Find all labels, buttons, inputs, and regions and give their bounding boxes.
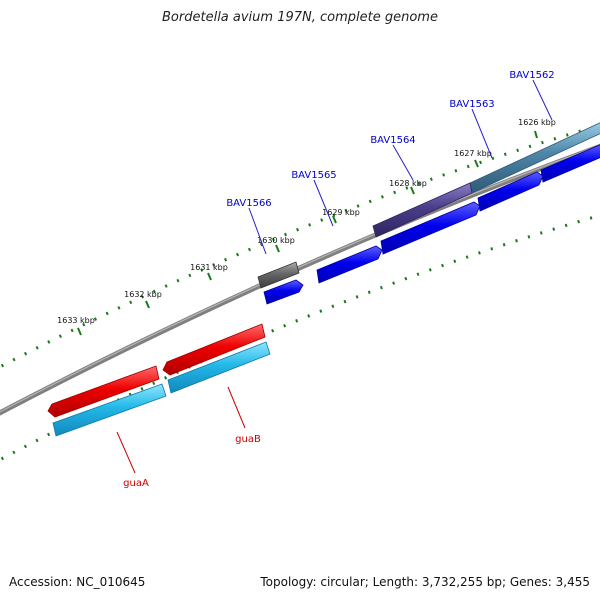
cds-bav1563[interactable] [477,171,544,212]
scale-label-1631: 1631 kbp [190,263,228,272]
red-leader-lines [116,386,246,474]
major-tick [207,272,212,281]
cds-bav1566[interactable] [263,279,304,305]
feature-bav1566-gray[interactable] [257,261,300,289]
accession-text: Accession: NC_010645 [9,575,146,589]
scale-label-1630: 1630 kbp [257,236,295,245]
scale-label-1626: 1626 kbp [518,118,556,127]
scale-ticks [77,130,538,336]
cds-guaA-cyan[interactable] [52,383,167,437]
genome-backbone [0,143,600,416]
major-tick [474,159,479,168]
gene-guaA-red[interactable] [47,365,160,418]
major-tick [332,215,337,224]
inner-tick-track [0,213,600,462]
outer-tick-track [0,123,600,369]
gene-label-guaB[interactable]: guaB [235,434,261,445]
blue-leader-lines [248,79,553,255]
gene-label-bav1564[interactable]: BAV1564 [370,135,415,146]
major-tick [410,186,415,195]
major-tick [145,300,150,309]
gene-label-bav1562[interactable]: BAV1562 [509,70,554,81]
cds-guaB-cyan[interactable] [167,341,271,394]
major-tick [77,327,82,336]
major-tick [275,244,280,253]
gene-label-bav1565[interactable]: BAV1565 [291,170,336,181]
scale-label-1627: 1627 kbp [454,149,492,158]
major-tick [534,130,538,139]
feature-bav1564-purple[interactable] [372,182,473,238]
scale-label-1628: 1628 kbp [389,179,427,188]
gene-label-guaA[interactable]: guaA [123,478,149,489]
map-title: Bordetella avium 197N, complete genome [162,10,438,25]
cds-bav1564[interactable] [380,201,481,255]
scale-label-1632: 1632 kbp [124,290,162,299]
gene-label-bav1563[interactable]: BAV1563 [449,99,494,110]
scale-label-1633: 1633 kbp [57,316,95,325]
gene-label-bav1566[interactable]: BAV1566 [226,198,271,209]
gene-guaB-red[interactable] [162,323,266,376]
cds-bav1565[interactable] [316,245,383,284]
genome-stats-text: Topology: circular; Length: 3,732,255 bp… [260,575,590,589]
scale-label-1629: 1629 kbp [322,208,360,217]
